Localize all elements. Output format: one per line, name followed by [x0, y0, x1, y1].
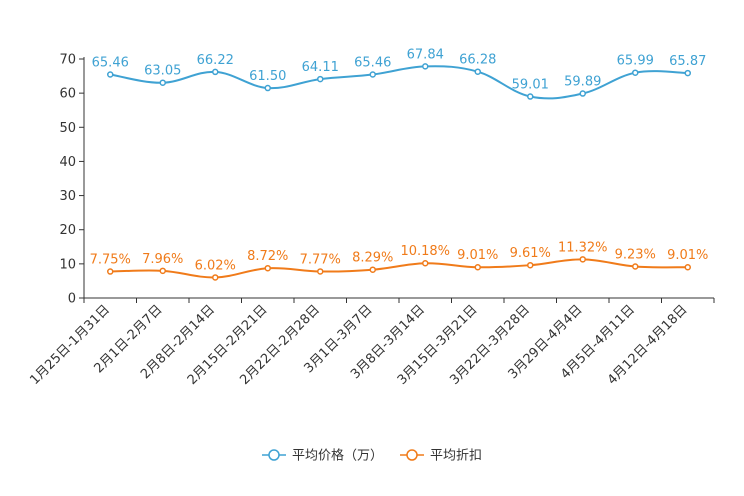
- data-point: [474, 68, 481, 75]
- data-point: [422, 63, 429, 70]
- data-label: 11.32%: [558, 240, 608, 255]
- data-label: 63.05: [144, 64, 181, 79]
- data-point: [264, 84, 271, 92]
- data-label: 7.77%: [300, 252, 341, 267]
- data-label: 66.22: [197, 53, 234, 68]
- data-label: 66.28: [459, 53, 496, 68]
- y-tick-label: 10: [59, 257, 76, 272]
- data-point: [684, 69, 691, 77]
- data-label: 9.01%: [667, 248, 708, 263]
- data-point: [579, 90, 586, 97]
- data-label: 9.01%: [457, 248, 498, 263]
- data-point: [264, 264, 271, 272]
- data-point: [632, 69, 639, 76]
- data-label: 61.50: [249, 69, 286, 84]
- data-point: [212, 68, 219, 76]
- data-point: [159, 267, 166, 275]
- data-point: [579, 256, 586, 263]
- series-line-1: [110, 258, 688, 279]
- data-point: [632, 263, 639, 270]
- data-point: [369, 266, 376, 273]
- data-label: 9.61%: [510, 246, 551, 261]
- data-point: [527, 261, 534, 269]
- y-tick-label: 50: [59, 121, 76, 136]
- data-point: [107, 71, 114, 78]
- data-point: [317, 75, 324, 83]
- legend-label: 平均折扣: [430, 449, 482, 464]
- data-label: 67.84: [407, 47, 444, 62]
- data-label: 65.87: [669, 54, 706, 69]
- data-point: [107, 268, 114, 275]
- y-tick-label: 30: [59, 189, 76, 204]
- data-label: 65.99: [617, 54, 654, 69]
- data-point: [369, 71, 376, 78]
- data-point: [422, 259, 429, 267]
- y-tick-label: 0: [68, 292, 76, 307]
- data-label: 64.11: [302, 60, 339, 75]
- data-point: [684, 263, 691, 271]
- data-label: 59.01: [512, 78, 549, 93]
- data-label: 7.75%: [90, 253, 131, 268]
- data-label: 59.89: [564, 75, 601, 90]
- series-line-0: [110, 65, 688, 100]
- data-label: 9.23%: [615, 247, 656, 262]
- y-tick-label: 60: [59, 87, 76, 102]
- legend-item-0: 平均价格（万）: [262, 448, 383, 464]
- legend-marker: [406, 449, 418, 461]
- data-label: 65.46: [92, 56, 129, 71]
- legend-item-1: 平均折扣: [400, 449, 482, 464]
- data-label: 6.02%: [195, 258, 236, 273]
- data-point: [527, 93, 534, 100]
- y-tick-label: 20: [59, 223, 76, 238]
- data-point: [474, 263, 481, 271]
- y-tick-label: 40: [59, 155, 76, 170]
- data-label: 8.29%: [352, 251, 393, 266]
- data-label: 8.72%: [247, 249, 288, 264]
- y-tick-label: 70: [59, 53, 76, 68]
- legend-marker: [268, 449, 280, 461]
- data-label: 65.46: [354, 56, 391, 71]
- data-point: [212, 274, 219, 281]
- data-point: [159, 79, 166, 86]
- data-point: [317, 268, 324, 275]
- legend-label: 平均价格（万）: [292, 448, 383, 464]
- data-label: 7.96%: [142, 252, 183, 267]
- data-label: 10.18%: [400, 244, 450, 259]
